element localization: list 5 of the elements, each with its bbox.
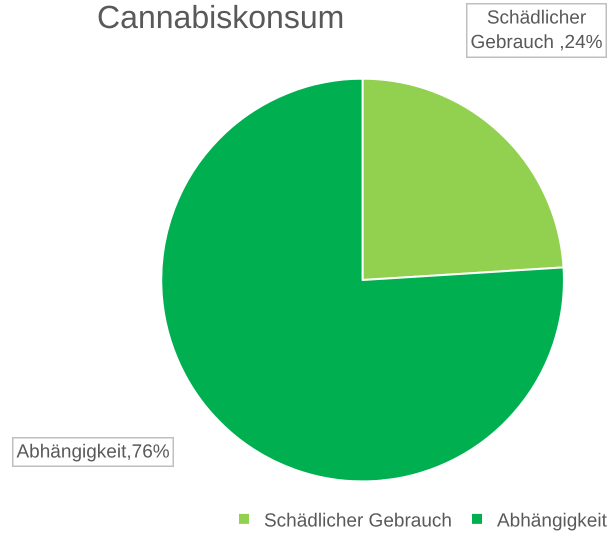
data-label: Abhängigkeit,76%	[16, 442, 170, 462]
legend-label: Abhängigkeit	[497, 510, 608, 532]
legend-label: Schädlicher Gebrauch	[264, 510, 452, 532]
chart-title: Cannabiskonsum	[97, 0, 344, 35]
data-label: Schädlicher Gebrauch ,24%	[470, 8, 603, 54]
